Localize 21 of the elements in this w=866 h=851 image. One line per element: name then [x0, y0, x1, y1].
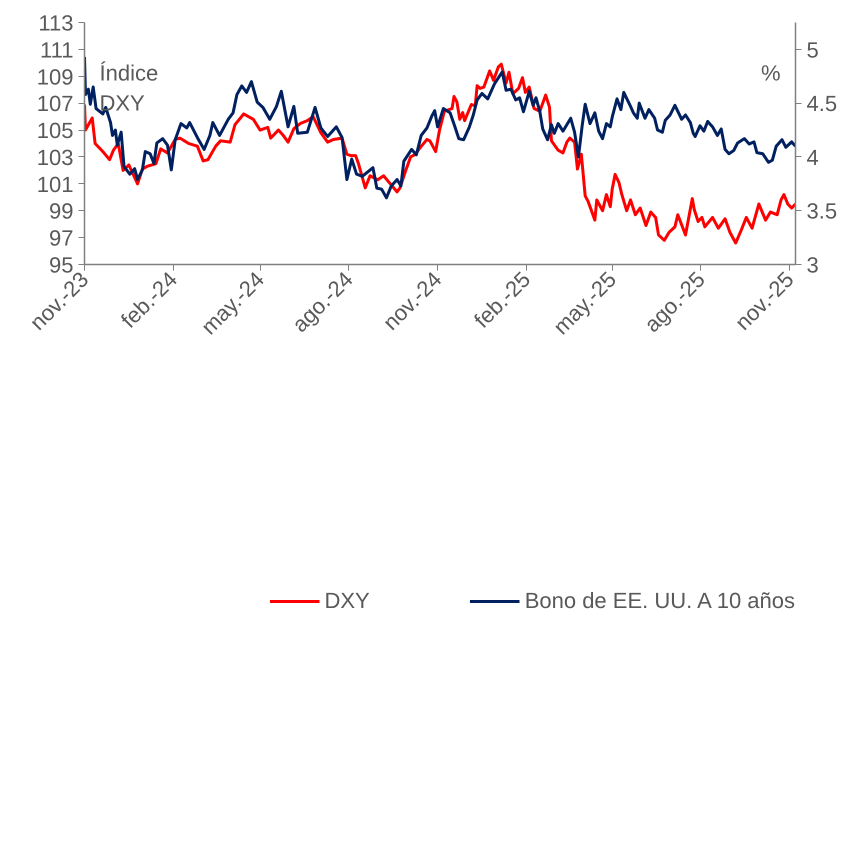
- legend-label: Bono de EE. UU. A 10 años: [524, 588, 795, 614]
- y-tick-label: 113: [38, 10, 74, 36]
- line-series: [84, 55, 796, 200]
- y-tick-label: 103: [36, 144, 74, 170]
- legend-label: DXY: [324, 588, 370, 614]
- line-series: [84, 62, 796, 244]
- y2-axis-title: %: [760, 60, 780, 86]
- y-axis-title: Índice DXY: [100, 60, 158, 116]
- y-tick-label: 101: [36, 172, 74, 197]
- y-tick-label: 99: [49, 198, 74, 224]
- y2-tick-label: 4.5: [806, 91, 838, 116]
- y2-tick-label: 3: [806, 252, 819, 278]
- y2-tick-label: 4: [806, 144, 819, 170]
- y2-tick-label: 5: [806, 37, 819, 62]
- y-tick-label: 97: [49, 226, 74, 251]
- y-tick-label: 109: [36, 64, 74, 90]
- y-tick-label: 111: [40, 37, 74, 62]
- y-tick-label: 95: [49, 252, 74, 278]
- y-tick-label: 107: [36, 91, 74, 116]
- y2-tick-label: 3.5: [806, 198, 838, 224]
- y-tick-label: 105: [36, 118, 74, 144]
